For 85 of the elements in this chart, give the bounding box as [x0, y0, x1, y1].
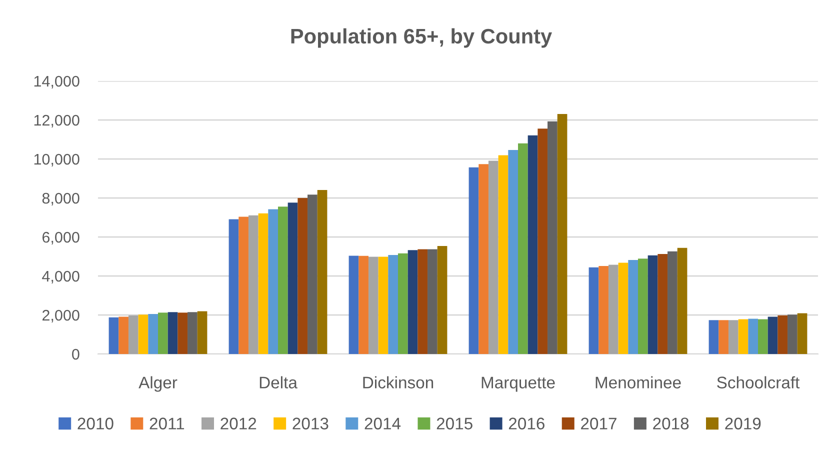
y-tick-label: 14,000: [34, 76, 80, 88]
bar: [348, 256, 359, 354]
bar: [708, 320, 719, 354]
bar: [518, 143, 528, 354]
bar: [178, 312, 188, 354]
x-tick-label: Menominee: [596, 376, 681, 388]
bar: [718, 320, 728, 354]
bar: [628, 260, 638, 354]
y-tick-label: 6,000: [42, 232, 80, 244]
bar: [538, 128, 548, 354]
bar: [148, 314, 158, 354]
legend-label: 2011: [150, 418, 184, 430]
bar: [197, 311, 208, 354]
y-tick-label: 12,000: [34, 114, 80, 128]
bar: [768, 316, 778, 354]
bar: [158, 312, 168, 354]
bar: [228, 219, 239, 354]
x-tick-label: Schoolcraft: [717, 376, 800, 388]
bar: [238, 216, 248, 354]
bar: [618, 262, 628, 354]
bar: [557, 114, 568, 354]
bar: [368, 256, 378, 354]
legend-label: 2010: [78, 418, 114, 430]
bar: [488, 160, 498, 354]
bar: [317, 190, 328, 354]
x-tick-label: Alger: [138, 376, 178, 392]
bar: [788, 314, 798, 354]
bar: [188, 312, 198, 354]
y-tick-label: 0: [72, 348, 80, 360]
bar: [598, 266, 608, 354]
bar: [168, 312, 178, 354]
bar: [658, 254, 668, 354]
bar: [478, 164, 488, 354]
bar: [437, 246, 448, 354]
bar: [638, 258, 648, 354]
bar: [418, 249, 428, 354]
bar: [398, 253, 408, 354]
legend-label: 2017: [581, 418, 616, 430]
bar: [668, 251, 678, 354]
x-tick-label: Delta: [260, 376, 298, 388]
y-tick-label: 2,000: [42, 310, 80, 322]
bar: [388, 254, 398, 354]
bar: [748, 318, 758, 354]
bar: [358, 256, 368, 354]
bar: [378, 256, 388, 354]
legend-label: 2016: [508, 418, 544, 430]
bar: [508, 150, 518, 354]
legend-label: 2018: [653, 418, 689, 430]
bar: [797, 313, 808, 354]
bar: [128, 315, 138, 354]
legend-label: 2015: [436, 418, 472, 430]
y-tick-label: 10,000: [34, 154, 80, 166]
bar: [548, 121, 558, 354]
bar: [258, 213, 268, 354]
bar: [677, 248, 688, 354]
bar: [248, 215, 258, 354]
y-tick-label: 4,000: [42, 270, 80, 284]
bar: [528, 135, 538, 354]
bar: [468, 167, 479, 354]
chart-title: Population 65+, by County: [291, 28, 552, 48]
bar: [428, 249, 438, 354]
y-tick-label: 8,000: [42, 192, 80, 206]
bar: [778, 315, 788, 354]
bar: [498, 155, 508, 354]
bar: [728, 320, 738, 354]
bar: [738, 319, 748, 354]
bar: [108, 317, 119, 354]
legend-label: 2013: [292, 418, 328, 430]
x-tick-label: Marquette: [482, 376, 555, 392]
bar: [138, 314, 148, 354]
bar: [308, 194, 318, 354]
legend-label: 2012: [220, 418, 256, 430]
legend-label: 2019: [725, 418, 761, 430]
bar: [288, 202, 298, 354]
bar: [278, 206, 288, 354]
bar: [268, 209, 278, 354]
bar: [118, 316, 128, 354]
bar: [648, 255, 658, 354]
bar: [298, 198, 308, 354]
bar: [588, 267, 599, 354]
bar: [608, 264, 618, 354]
x-tick-label: Dickinson: [363, 376, 434, 388]
bar: [408, 250, 418, 354]
bar: [758, 319, 768, 354]
legend-label: 2014: [364, 418, 401, 430]
